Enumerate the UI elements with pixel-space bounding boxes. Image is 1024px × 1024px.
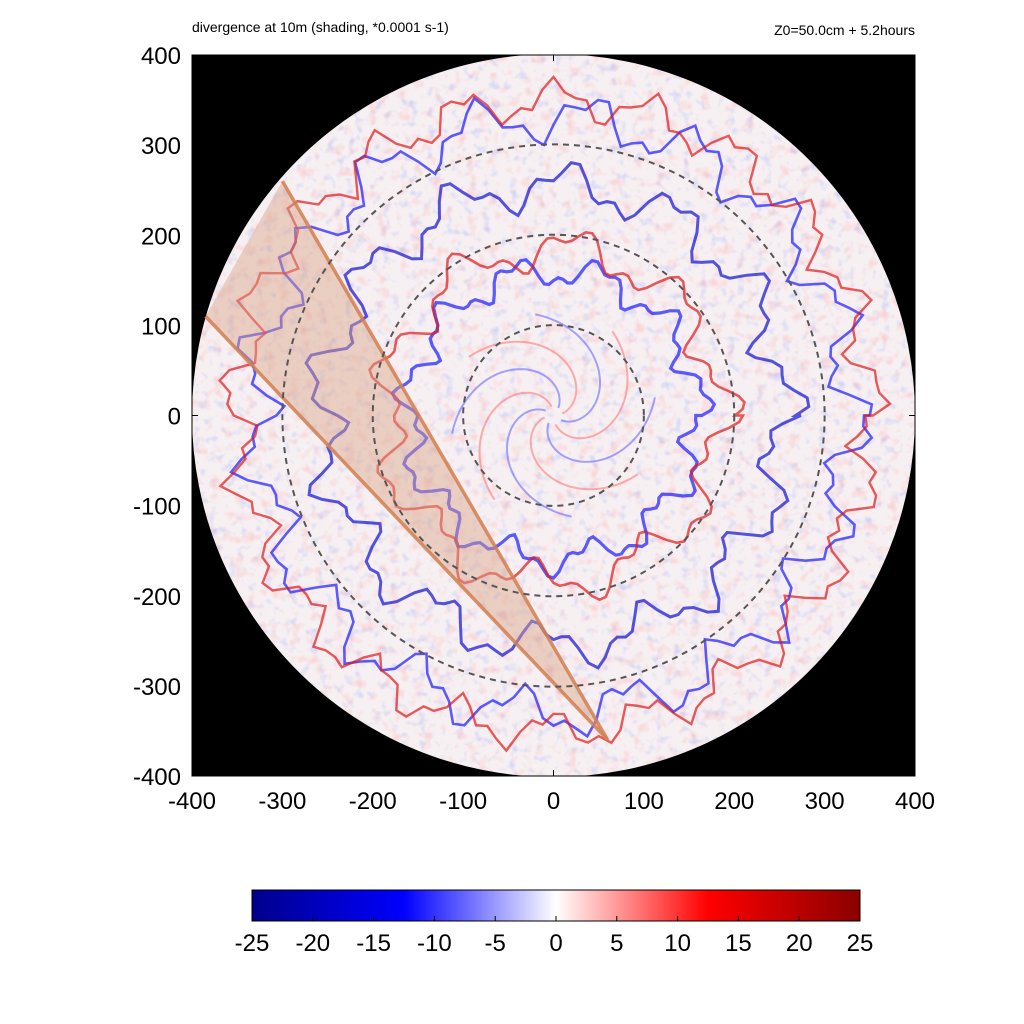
wedge-edge-line: [280, 180, 610, 741]
x-tick-label: -300: [258, 788, 306, 815]
chart-subtitle: Z0=50.0cm + 5.2hours: [774, 22, 915, 38]
spiral-band: [554, 330, 629, 440]
colorbar-tick-label: 25: [847, 930, 874, 957]
y-tick-label: 400: [141, 43, 181, 70]
spiral-band: [535, 313, 601, 423]
radius-circle: [371, 233, 736, 598]
y-tick-label: 0: [168, 404, 181, 431]
spiral-band: [529, 416, 639, 491]
chart-title: divergence at 10m (shading, *0.0001 s-1): [192, 19, 449, 35]
colorbar-tick-label: -25: [235, 930, 270, 957]
x-tick-label: -100: [439, 788, 487, 815]
x-tick-label: -400: [168, 788, 216, 815]
x-tick-label: 100: [624, 788, 664, 815]
axes: -400 -300 -200 -100 0 100 200 300 400 -400 -300 -20…: [133, 43, 935, 815]
spiral-band: [478, 391, 553, 501]
colorbar-tick-label: 5: [610, 930, 623, 957]
y-tick-label: -400: [133, 764, 181, 791]
convergence-band: [229, 96, 874, 739]
colorbar-tick-label: 20: [786, 930, 813, 957]
convergence-band: [304, 161, 811, 670]
y-tick-label: 100: [141, 313, 181, 340]
colorbar-tick-label: 15: [725, 930, 752, 957]
y-tick-label: 200: [141, 223, 181, 250]
colorbar: -25 -20 -15 -10 -5 0 5 10 15 20 25: [235, 889, 874, 957]
radius-circle: [281, 143, 826, 688]
spiral-band: [546, 397, 656, 463]
spiral-band: [468, 340, 578, 415]
divergence-field: [192, 55, 915, 776]
colorbar-tick-label: -20: [295, 930, 330, 957]
x-tick-label: 300: [805, 788, 845, 815]
y-tick-label: -200: [133, 584, 181, 611]
y-tick-label: -300: [133, 674, 181, 701]
x-tick-label: -200: [349, 788, 397, 815]
x-tick-label: 200: [714, 788, 754, 815]
x-tick-label: 400: [895, 788, 935, 815]
colorbar-gradient: [251, 889, 861, 922]
spiral-band: [451, 368, 561, 434]
colorbar-tick-label: -10: [417, 930, 452, 957]
radius-circle: [462, 324, 645, 507]
convergence-band: [368, 231, 746, 602]
convergence-band: [390, 258, 717, 580]
colorbar-tick-label: -5: [485, 930, 506, 957]
shaded-wedge: [205, 181, 608, 740]
wedge-edge-line: [204, 315, 609, 742]
spiral-band: [506, 408, 572, 518]
colorbar-tick-label: 0: [549, 930, 562, 957]
x-tick-label: 0: [547, 788, 560, 815]
convergence-band: [218, 74, 892, 753]
y-tick-label: 300: [141, 133, 181, 160]
plot-area: [192, 55, 915, 776]
colorbar-tick-label: -15: [356, 930, 391, 957]
y-tick-label: -100: [133, 494, 181, 521]
colorbar-tick-label: 10: [664, 930, 691, 957]
